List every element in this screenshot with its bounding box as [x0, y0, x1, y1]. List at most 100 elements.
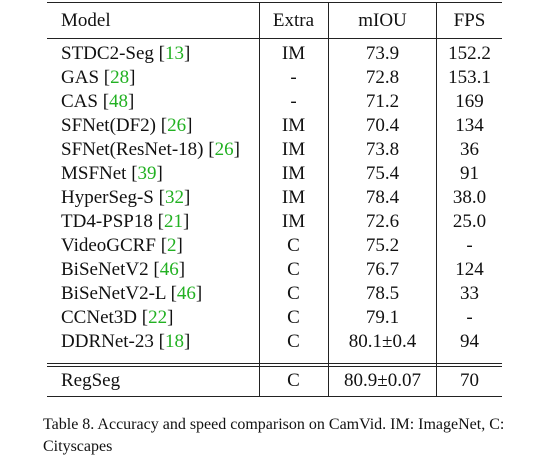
miou-cell: 71.2	[365, 91, 400, 112]
final-extra: C	[287, 370, 300, 391]
final-model: RegSeg	[61, 370, 121, 391]
table-row: VideoGCRF [2] C 75.2 -	[47, 234, 502, 258]
model-cell: DDRNet-23 [18]	[61, 331, 191, 352]
model-name: GAS	[61, 67, 100, 88]
citation-link[interactable]: 48	[109, 91, 129, 112]
table-row: TD4-PSP18 [21] IM 72.6 25.0	[47, 210, 502, 234]
fps-cell: 153.1	[448, 67, 491, 88]
header-model: Model	[61, 10, 111, 31]
citation-link[interactable]: 39	[137, 163, 157, 184]
miou-cell: 73.8	[365, 139, 400, 160]
final-row: RegSeg C 80.9±0.07 70	[47, 369, 502, 393]
citation-link[interactable]: 18	[164, 331, 184, 352]
model-cell: STDC2-Seg [13]	[61, 43, 191, 64]
extra-cell: IM	[281, 163, 306, 184]
table-header-row: Model Extra mIOU FPS	[47, 9, 502, 33]
fps-cell: 169	[455, 91, 484, 112]
citation-link[interactable]: 28	[110, 67, 130, 88]
header-miou: mIOU	[358, 10, 407, 31]
miou-cell: 75.2	[365, 235, 400, 256]
model-cell: SFNet(DF2) [26]	[61, 115, 193, 136]
fps-cell: 38.0	[452, 187, 487, 208]
fps-cell: 124	[455, 259, 484, 280]
extra-cell: IM	[281, 139, 306, 160]
citation-link[interactable]: 22	[148, 307, 168, 328]
extra-cell: C	[287, 331, 300, 352]
model-name: HyperSeg-S	[61, 187, 154, 208]
table-row: DDRNet-23 [18] C 80.1±0.4 94	[47, 330, 502, 354]
model-cell: VideoGCRF [2]	[61, 235, 183, 256]
column-divider-extra	[259, 2, 260, 396]
table-row: GAS [28] - 72.8 153.1	[47, 66, 502, 90]
citation-link[interactable]: 21	[163, 211, 183, 232]
table-top-rule	[47, 2, 502, 3]
model-name: TD4-PSP18	[61, 211, 153, 232]
table-row: HyperSeg-S [32] IM 78.4 38.0	[47, 186, 502, 210]
miou-cell: 78.4	[365, 187, 400, 208]
model-cell: TD4-PSP18 [21]	[61, 211, 190, 232]
final-miou: 80.9±0.07	[344, 370, 421, 391]
model-name: MSFNet	[61, 163, 127, 184]
table-row: SFNet(DF2) [26] IM 70.4 134	[47, 114, 502, 138]
model-name: STDC2-Seg	[61, 43, 154, 64]
miou-cell: 72.6	[365, 211, 400, 232]
model-name: BiSeNetV2	[61, 259, 149, 280]
model-cell: MSFNet [39]	[61, 163, 163, 184]
miou-cell: 70.4	[365, 115, 400, 136]
miou-cell: 76.7	[365, 259, 400, 280]
miou-cell: 78.5	[365, 283, 400, 304]
fps-cell: 134	[455, 115, 484, 136]
final-fps: 70	[460, 370, 479, 391]
fps-cell: 33	[460, 283, 479, 304]
table-row: BiSeNetV2 [46] C 76.7 124	[47, 258, 502, 282]
table-bottom-rule	[47, 396, 502, 397]
extra-cell: C	[287, 235, 300, 256]
extra-cell: C	[287, 259, 300, 280]
fps-cell: -	[466, 235, 473, 256]
header-extra: Extra	[272, 10, 315, 31]
citation-link[interactable]: 26	[214, 139, 234, 160]
fps-cell: 36	[460, 139, 479, 160]
table-row: CAS [48] - 71.2 169	[47, 90, 502, 114]
model-name: VideoGCRF	[61, 235, 156, 256]
header-fps: FPS	[453, 10, 486, 31]
table-row: CCNet3D [22] C 79.1 -	[47, 306, 502, 330]
fps-cell: -	[466, 307, 473, 328]
extra-cell: IM	[281, 115, 306, 136]
miou-cell: 80.1±0.4	[348, 331, 417, 352]
citation-link[interactable]: 32	[164, 187, 184, 208]
fps-cell: 25.0	[452, 211, 487, 232]
citation-link[interactable]: 46	[159, 259, 179, 280]
model-name: CAS	[61, 91, 98, 112]
model-name: BiSeNetV2-L	[61, 283, 166, 304]
model-cell: CAS [48]	[61, 91, 135, 112]
model-name: DDRNet-23	[61, 331, 154, 352]
extra-cell: IM	[281, 187, 306, 208]
model-cell: CCNet3D [22]	[61, 307, 174, 328]
table-row: STDC2-Seg [13] IM 73.9 152.2	[47, 42, 502, 66]
extra-cell: IM	[281, 43, 306, 64]
miou-cell: 72.8	[365, 67, 400, 88]
citation-link[interactable]: 46	[176, 283, 196, 304]
model-name: SFNet(ResNet-18)	[61, 139, 204, 160]
final-row-rule-mid	[47, 366, 502, 367]
header-rule	[47, 38, 502, 39]
model-name: CCNet3D	[61, 307, 137, 328]
citation-link[interactable]: 26	[167, 115, 187, 136]
table-row: MSFNet [39] IM 75.4 91	[47, 162, 502, 186]
miou-cell: 75.4	[365, 163, 400, 184]
model-cell: GAS [28]	[61, 67, 136, 88]
table-caption: Table 8. Accuracy and speed comparison o…	[43, 416, 505, 455]
citation-link[interactable]: 2	[167, 235, 177, 256]
citation-link[interactable]: 13	[164, 43, 184, 64]
table-row: SFNet(ResNet-18) [26] IM 73.8 36	[47, 138, 502, 162]
table-row: BiSeNetV2-L [46] C 78.5 33	[47, 282, 502, 306]
fps-cell: 94	[460, 331, 479, 352]
model-cell: HyperSeg-S [32]	[61, 187, 191, 208]
model-cell: SFNet(ResNet-18) [26]	[61, 139, 240, 160]
model-cell: BiSeNetV2-L [46]	[61, 283, 203, 304]
extra-cell: IM	[281, 211, 306, 232]
extra-cell: C	[287, 283, 300, 304]
fps-cell: 152.2	[448, 43, 491, 64]
column-divider-fps	[436, 2, 437, 396]
